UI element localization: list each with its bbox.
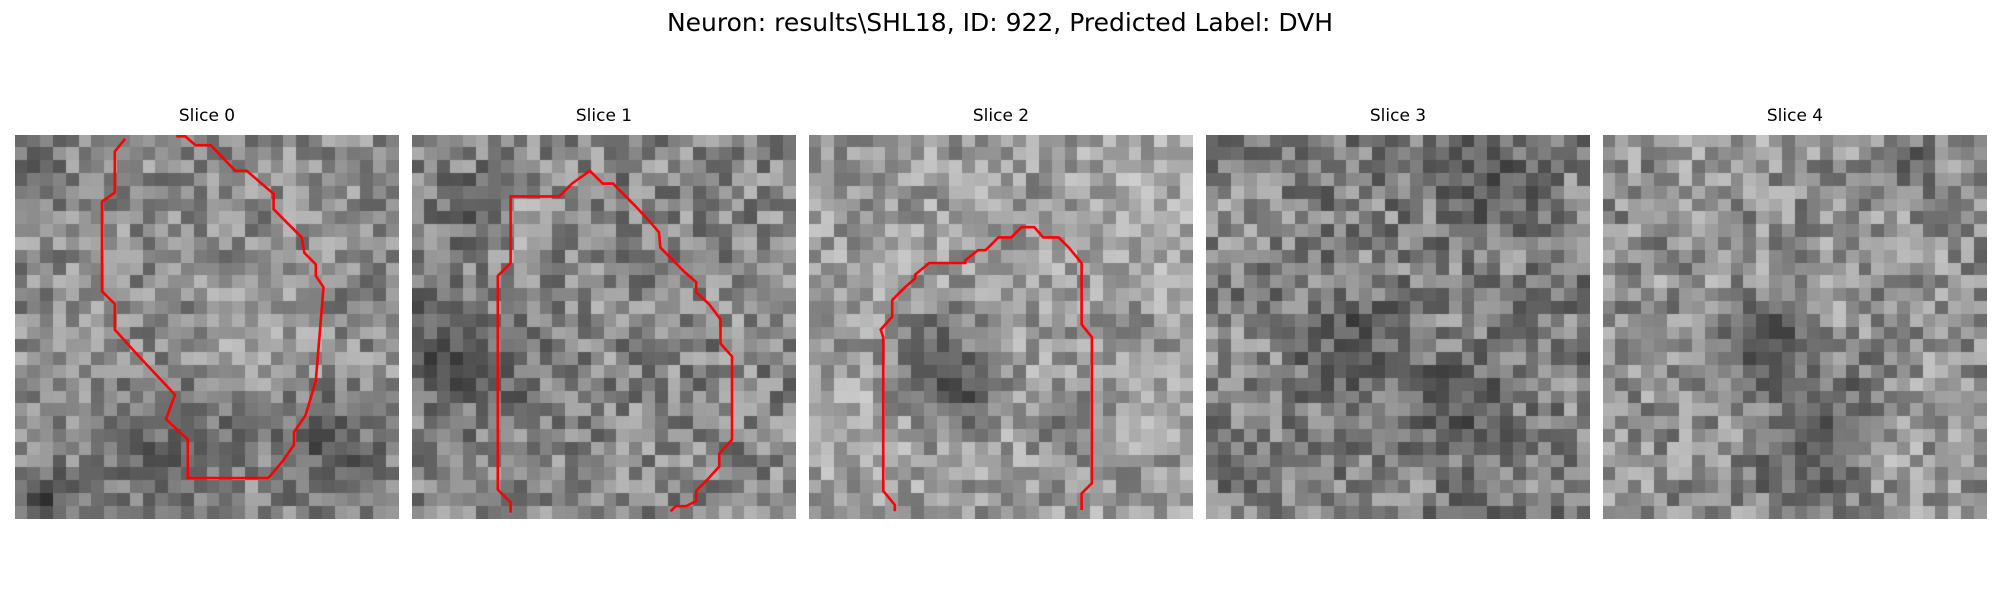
- slice-image: [1603, 135, 1987, 519]
- slice-image: [412, 135, 796, 519]
- slice-image: [15, 135, 399, 519]
- slice-image: [809, 135, 1193, 519]
- slice-title: Slice 0: [178, 106, 236, 126]
- slice-title: Slice 3: [1369, 106, 1427, 126]
- slice-title: Slice 1: [575, 106, 633, 126]
- slice-title: Slice 4: [1766, 106, 1824, 126]
- slice-title: Slice 2: [972, 106, 1030, 126]
- figure-title: Neuron: results\SHL18, ID: 922, Predicte…: [666, 8, 1334, 37]
- slice-image: [1206, 135, 1590, 519]
